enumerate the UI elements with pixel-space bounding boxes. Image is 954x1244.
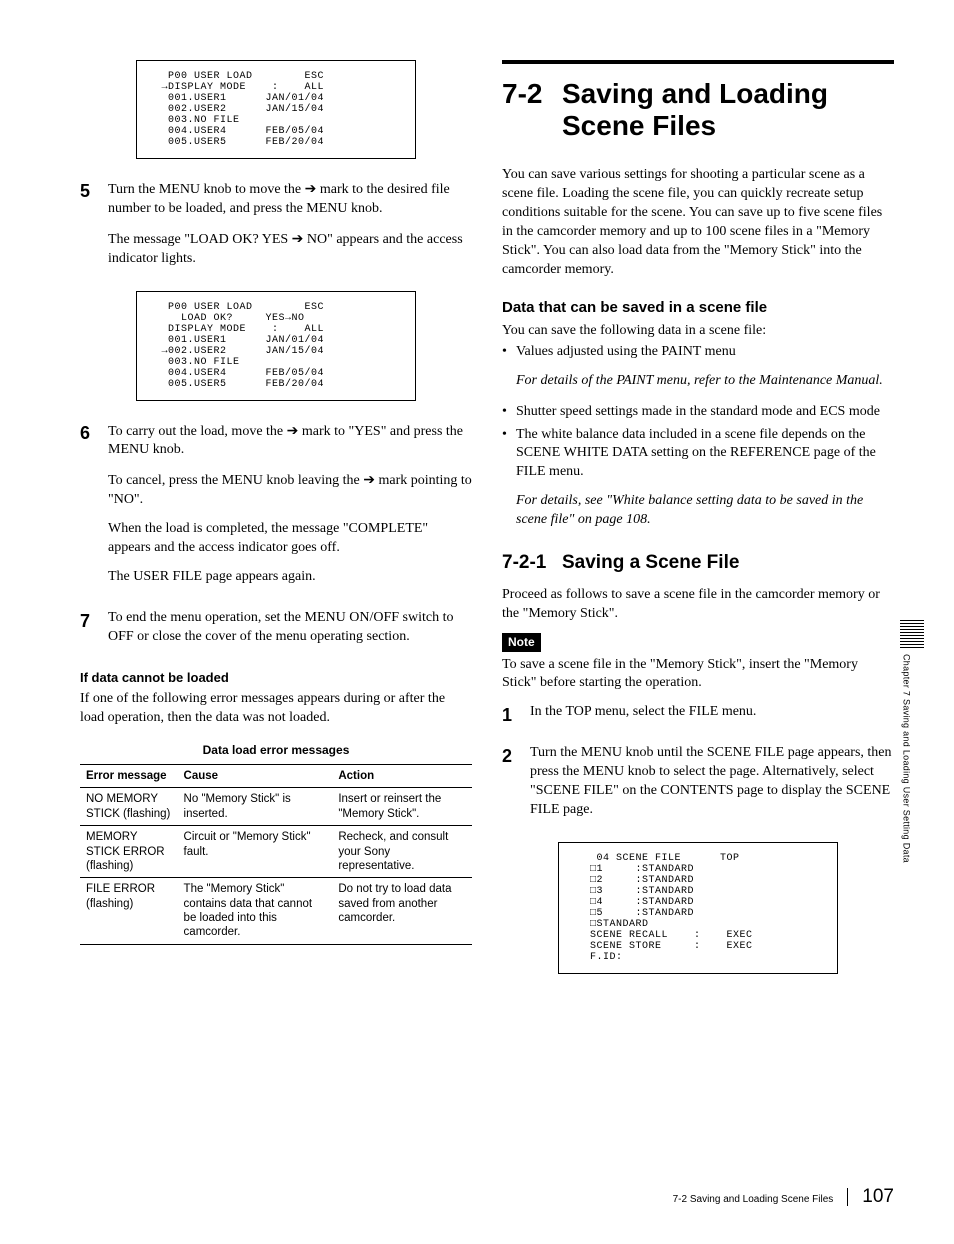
lcd3-l4: □2 :STANDARD xyxy=(577,875,819,886)
bullet-list-1: Values adjusted using the PAINT menu xyxy=(502,343,894,362)
p-proceed: Proceed as follows to save a scene file … xyxy=(502,586,894,624)
arrow-icon: ➔ xyxy=(287,422,299,438)
lcd-screen-3: 04 SCENE FILE TOP □1 :STANDARD □2 :STAND… xyxy=(558,842,838,974)
step-6-p2: To cancel, press the MENU knob leaving t… xyxy=(108,470,472,510)
sub-num: 7-2-1 xyxy=(502,550,562,576)
lcd2-l3: DISPLAY MODE : ALL xyxy=(155,324,397,335)
table-row: NO MEMORY STICK (flashing) No "Memory St… xyxy=(80,788,472,826)
lcd3-l3: □1 :STANDARD xyxy=(577,864,819,875)
step-5-number: 5 xyxy=(80,179,108,279)
footer-divider xyxy=(847,1188,848,1206)
lcd1-l1: P00 USER LOAD ESC xyxy=(155,71,397,82)
lcd1-l3: →DISPLAY MODE : ALL xyxy=(155,82,397,93)
section-rule xyxy=(502,60,894,64)
lcd2-l5: 001.USER1 JAN/01/04 xyxy=(155,335,397,346)
side-tab-text: Chapter 7 Saving and Loading User Settin… xyxy=(900,654,912,863)
right-step-1: 1 In the TOP menu, select the FILE menu. xyxy=(502,703,894,732)
step-6-p3: When the load is completed, the message … xyxy=(108,520,472,558)
step-5-p1: Turn the MENU knob to move the ➔ mark to… xyxy=(108,179,472,219)
right-step-1-p: In the TOP menu, select the FILE menu. xyxy=(530,703,894,722)
italic-ref-1: For details of the PAINT menu, refer to … xyxy=(516,372,894,391)
lcd3-l10: SCENE RECALL : EXEC xyxy=(577,930,819,941)
lcd1-l5: 001.USER1 JAN/01/04 xyxy=(155,93,397,104)
arrow-icon: ➔ xyxy=(363,471,375,487)
lcd3-l7: □5 :STANDARD xyxy=(577,908,819,919)
noload-heading: If data cannot be loaded xyxy=(80,669,472,687)
page-number: 107 xyxy=(862,1184,894,1210)
arrow-icon: ➔ xyxy=(305,180,317,196)
noload-p: If one of the following error messages a… xyxy=(80,690,472,728)
arrow-icon: ➔ xyxy=(292,230,304,246)
lcd1-l6: 002.USER2 JAN/15/04 xyxy=(155,104,397,115)
right-step-2-p: Turn the MENU knob until the SCENE FILE … xyxy=(530,744,894,820)
table-row: FILE ERROR (flashing) The "Memory Stick"… xyxy=(80,878,472,945)
right-step-1-num: 1 xyxy=(502,703,530,732)
section-num: 7-2 xyxy=(502,78,562,142)
lcd2-l1: P00 USER LOAD ESC xyxy=(155,302,397,313)
step-6: 6 To carry out the load, move the ➔ mark… xyxy=(80,421,472,597)
bullet-wb: The white balance data included in a sce… xyxy=(502,426,894,483)
lcd-screen-2: P00 USER LOAD ESC LOAD OK? YES→NO DISPLA… xyxy=(136,291,416,401)
lcd3-l11: SCENE STORE : EXEC xyxy=(577,941,819,952)
lcd3-l12: F.ID: xyxy=(577,952,819,963)
step-6-p1: To carry out the load, move the ➔ mark t… xyxy=(108,421,472,461)
right-step-2: 2 Turn the MENU knob until the SCENE FIL… xyxy=(502,744,894,830)
th-error: Error message xyxy=(80,765,178,788)
subheading-721: 7-2-1 Saving a Scene File xyxy=(502,550,894,576)
step-6-number: 6 xyxy=(80,421,108,597)
note-badge: Note xyxy=(502,633,541,651)
table-caption: Data load error messages xyxy=(80,742,472,758)
intro-p: You can save various settings for shooti… xyxy=(502,166,894,279)
right-step-2-num: 2 xyxy=(502,744,530,830)
th-cause: Cause xyxy=(178,765,333,788)
side-tab-lines-icon xyxy=(900,620,924,648)
side-tab: Chapter 7 Saving and Loading User Settin… xyxy=(900,620,924,950)
lcd3-l1: 04 SCENE FILE TOP xyxy=(577,853,819,864)
step-7: 7 To end the menu operation, set the MEN… xyxy=(80,609,472,657)
bullet-shutter: Shutter speed settings made in the stand… xyxy=(502,403,894,422)
page-footer: 7-2 Saving and Loading Scene Files 107 xyxy=(673,1184,894,1210)
bullet-paint: Values adjusted using the PAINT menu xyxy=(502,343,894,362)
error-table: Error message Cause Action NO MEMORY STI… xyxy=(80,764,472,945)
step-7-p1: To end the menu operation, set the MENU … xyxy=(108,609,472,647)
right-column: 7-2 Saving and Loading Scene Files You c… xyxy=(502,60,894,994)
lcd1-l8: 004.USER4 FEB/05/04 xyxy=(155,126,397,137)
lcd2-l6: →002.USER2 JAN/15/04 xyxy=(155,346,397,357)
step-6-p4: The USER FILE page appears again. xyxy=(108,568,472,587)
lcd3-l8: □STANDARD xyxy=(577,919,819,930)
lcd1-l9: 005.USER5 FEB/20/04 xyxy=(155,137,397,148)
footer-section: 7-2 Saving and Loading Scene Files xyxy=(673,1193,834,1207)
step-5-p2: The message "LOAD OK? YES ➔ NO" appears … xyxy=(108,229,472,269)
section-heading: 7-2 Saving and Loading Scene Files xyxy=(502,78,894,142)
bullet-list-2: Shutter speed settings made in the stand… xyxy=(502,403,894,483)
step-7-number: 7 xyxy=(80,609,108,657)
lcd3-l5: □3 :STANDARD xyxy=(577,886,819,897)
sub-title: Saving a Scene File xyxy=(562,550,739,576)
subheading-data: Data that can be saved in a scene file xyxy=(502,298,894,318)
lcd2-l2: LOAD OK? YES→NO xyxy=(155,313,397,324)
table-row: MEMORY STICK ERROR (flashing) Circuit or… xyxy=(80,826,472,878)
lcd2-l7: 003.NO FILE xyxy=(155,357,397,368)
italic-ref-2: For details, see "White balance setting … xyxy=(516,492,894,530)
step-5: 5 Turn the MENU knob to move the ➔ mark … xyxy=(80,179,472,279)
th-action: Action xyxy=(332,765,472,788)
left-column: P00 USER LOAD ESC →DISPLAY MODE : ALL 00… xyxy=(80,60,472,994)
p-save-following: You can save the following data in a sce… xyxy=(502,322,894,341)
note-p: To save a scene file in the "Memory Stic… xyxy=(502,656,894,694)
lcd1-l7: 003.NO FILE xyxy=(155,115,397,126)
section-title: Saving and Loading Scene Files xyxy=(562,78,894,142)
lcd3-l6: □4 :STANDARD xyxy=(577,897,819,908)
lcd2-l8: 004.USER4 FEB/05/04 xyxy=(155,368,397,379)
lcd-screen-1: P00 USER LOAD ESC →DISPLAY MODE : ALL 00… xyxy=(136,60,416,159)
lcd2-l9: 005.USER5 FEB/20/04 xyxy=(155,379,397,390)
